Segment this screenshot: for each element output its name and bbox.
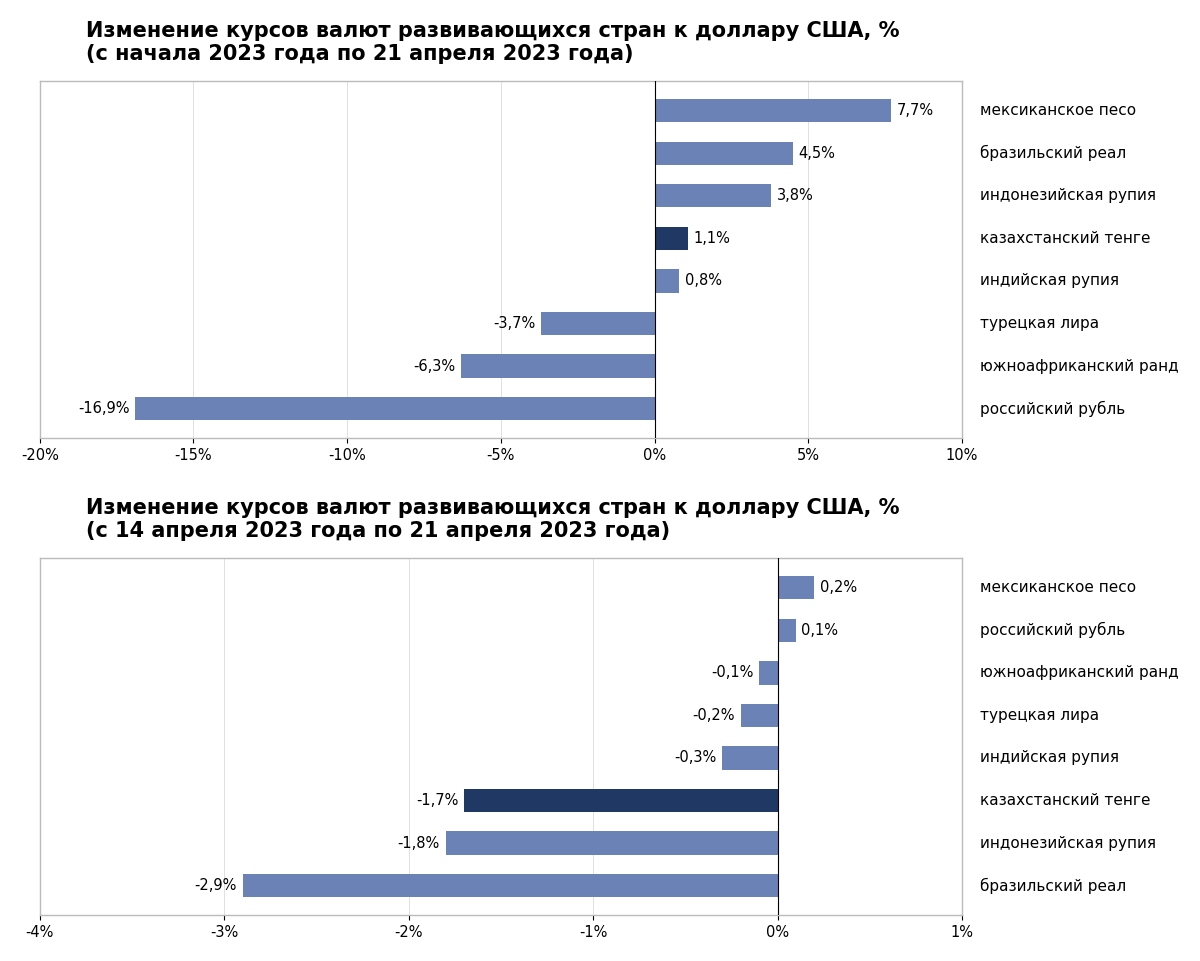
Text: 7,7%: 7,7%	[896, 103, 934, 118]
Text: индийская рупия: индийская рупия	[980, 274, 1120, 288]
Text: казахстанский тенге: казахстанский тенге	[980, 793, 1151, 808]
Text: -2,9%: -2,9%	[194, 878, 238, 893]
Text: -0,1%: -0,1%	[712, 665, 754, 680]
Bar	[654, 99, 892, 122]
Text: 1,1%: 1,1%	[694, 231, 731, 246]
Bar	[722, 747, 778, 770]
Bar	[654, 185, 772, 208]
Bar	[760, 661, 778, 684]
Bar	[778, 576, 815, 600]
Bar	[464, 789, 778, 812]
Bar	[778, 619, 796, 642]
Bar	[461, 355, 654, 378]
Text: российский рубль: российский рубль	[980, 622, 1126, 638]
Text: казахстанский тенге: казахстанский тенге	[980, 231, 1151, 246]
Text: -0,3%: -0,3%	[674, 751, 716, 766]
Bar	[445, 831, 778, 854]
Text: -3,7%: -3,7%	[493, 316, 535, 331]
Text: индонезийская рупия: индонезийская рупия	[980, 188, 1157, 204]
Text: 0,1%: 0,1%	[802, 623, 839, 638]
Text: турецкая лира: турецкая лира	[980, 316, 1099, 331]
Bar	[541, 311, 654, 335]
Text: Изменение курсов валют развивающихся стран к доллару США, %
(с начала 2023 года : Изменение курсов валют развивающихся стр…	[86, 21, 899, 64]
Text: бразильский реал: бразильский реал	[980, 877, 1127, 894]
Bar	[242, 874, 778, 898]
Text: 3,8%: 3,8%	[776, 188, 814, 204]
Text: индийская рупия: индийская рупия	[980, 751, 1120, 766]
Text: мексиканское песо: мексиканское песо	[980, 580, 1136, 595]
Text: мексиканское песо: мексиканское песо	[980, 103, 1136, 118]
Text: -0,2%: -0,2%	[692, 708, 736, 723]
Text: бразильский реал: бразильский реал	[980, 145, 1127, 161]
Text: -1,8%: -1,8%	[397, 835, 440, 850]
Text: 0,8%: 0,8%	[685, 274, 721, 288]
Bar	[654, 227, 689, 250]
Text: Изменение курсов валют развивающихся стран к доллару США, %
(с 14 апреля 2023 го: Изменение курсов валют развивающихся стр…	[86, 498, 899, 541]
Text: южноафриканский ранд: южноафриканский ранд	[980, 665, 1180, 680]
Bar	[654, 141, 793, 165]
Text: южноафриканский ранд: южноафриканский ранд	[980, 358, 1180, 374]
Text: 0,2%: 0,2%	[820, 580, 857, 595]
Text: -16,9%: -16,9%	[78, 401, 130, 416]
Bar	[740, 703, 778, 727]
Text: -6,3%: -6,3%	[413, 358, 455, 374]
Bar	[136, 397, 654, 420]
Text: российский рубль: российский рубль	[980, 401, 1126, 417]
Text: индонезийская рупия: индонезийская рупия	[980, 835, 1157, 850]
Text: 4,5%: 4,5%	[798, 146, 835, 160]
Bar	[654, 269, 679, 293]
Text: турецкая лира: турецкая лира	[980, 708, 1099, 723]
Text: -1,7%: -1,7%	[416, 793, 458, 808]
